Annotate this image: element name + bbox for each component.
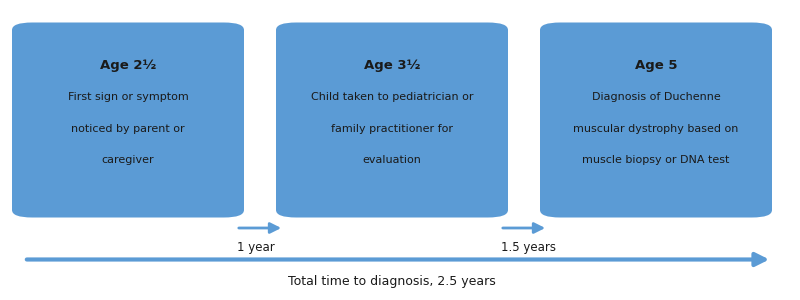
FancyBboxPatch shape: [540, 22, 772, 218]
Text: 1 year: 1 year: [237, 241, 274, 254]
Text: noticed by parent or: noticed by parent or: [71, 124, 185, 134]
Text: muscle biopsy or DNA test: muscle biopsy or DNA test: [582, 155, 730, 166]
Text: Age 3½: Age 3½: [364, 59, 420, 73]
FancyBboxPatch shape: [276, 22, 508, 218]
Text: Age 5: Age 5: [634, 59, 678, 73]
Text: Child taken to pediatrician or: Child taken to pediatrician or: [310, 92, 474, 103]
Text: family practitioner for: family practitioner for: [331, 124, 453, 134]
FancyBboxPatch shape: [12, 22, 244, 218]
Text: Diagnosis of Duchenne: Diagnosis of Duchenne: [592, 92, 720, 103]
Text: Total time to diagnosis, 2.5 years: Total time to diagnosis, 2.5 years: [288, 275, 496, 288]
Text: caregiver: caregiver: [102, 155, 154, 166]
Text: muscular dystrophy based on: muscular dystrophy based on: [574, 124, 738, 134]
Text: Age 2½: Age 2½: [100, 59, 156, 73]
Text: 1.5 years: 1.5 years: [501, 241, 556, 254]
Text: First sign or symptom: First sign or symptom: [68, 92, 188, 103]
Text: evaluation: evaluation: [362, 155, 422, 166]
